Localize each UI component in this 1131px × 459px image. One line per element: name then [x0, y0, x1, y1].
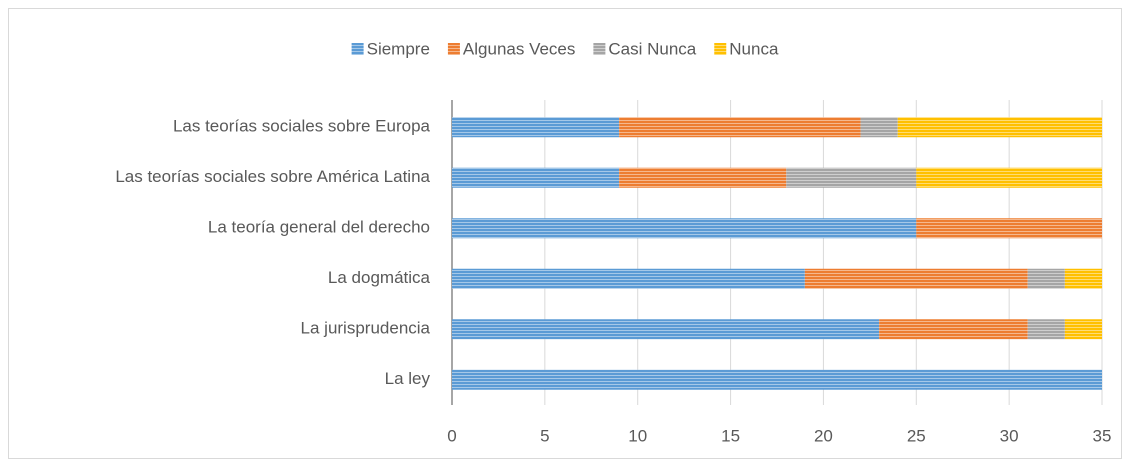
legend: Siempre Algunas Veces Casi Nunca Nunca — [351, 39, 779, 58]
x-tick-label: 25 — [907, 426, 926, 445]
x-tick-label: 20 — [814, 426, 833, 445]
bar-segment — [916, 218, 1102, 239]
bar-segment — [1027, 268, 1065, 289]
y-tick-label: La dogmática — [328, 268, 431, 287]
legend-swatch — [447, 43, 460, 55]
bar-segment — [860, 117, 898, 138]
y-tick-label: La ley — [385, 369, 431, 388]
x-tick-label: 35 — [1093, 426, 1112, 445]
legend-label: Nunca — [729, 39, 779, 58]
bar-segment — [1027, 319, 1065, 340]
y-tick-label: Las teorías sociales sobre América Latin… — [115, 167, 430, 186]
bar-segment — [452, 319, 880, 340]
bar-segment — [804, 268, 1028, 289]
bar-segment — [452, 218, 917, 239]
legend-swatch — [714, 43, 727, 55]
bar-segment — [1064, 268, 1102, 289]
x-tick-label: 15 — [721, 426, 740, 445]
bar-segment — [619, 167, 787, 188]
x-tick-label: 30 — [1000, 426, 1019, 445]
legend-label: Siempre — [367, 39, 430, 58]
y-tick-label: Las teorías sociales sobre Europa — [173, 117, 431, 136]
x-tick-label: 5 — [540, 426, 549, 445]
y-tick-label: La teoría general del derecho — [208, 218, 430, 237]
bar-segment — [897, 117, 1102, 138]
legend-label: Algunas Veces — [463, 39, 575, 58]
bar-segment — [452, 268, 805, 289]
legend-swatch — [351, 43, 364, 55]
y-tick-label: La jurisprudencia — [301, 319, 431, 338]
bar-segment — [452, 369, 1102, 390]
x-tick-label: 10 — [628, 426, 647, 445]
bar-segment — [619, 117, 861, 138]
bar-segment — [452, 167, 620, 188]
bar-segment — [879, 319, 1028, 340]
legend-swatch — [593, 43, 606, 55]
bar-segment — [452, 117, 620, 138]
bar-segment — [1064, 319, 1102, 340]
x-tick-label: 0 — [447, 426, 456, 445]
legend-label: Casi Nunca — [608, 39, 696, 58]
bar-segment — [916, 167, 1102, 188]
bar-segment — [786, 167, 917, 188]
